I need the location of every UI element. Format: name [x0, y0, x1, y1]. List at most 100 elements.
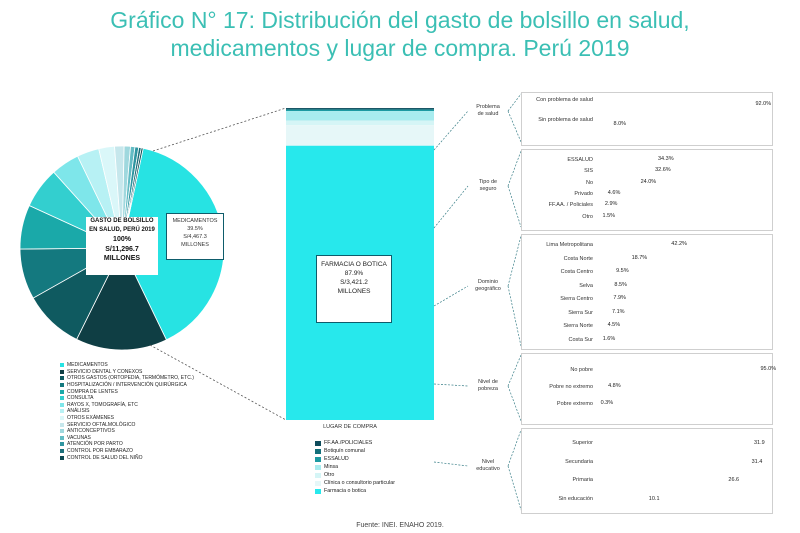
- bar-value-label: 26.6: [728, 477, 740, 483]
- bar-label: Pobre no extremo: [549, 384, 593, 390]
- chart-title-line-1: Gráfico N° 17: Distribución del gasto de…: [110, 7, 690, 33]
- pie-legend-item: VACUNAS: [60, 435, 194, 442]
- bar-value-label: 8.5%: [614, 281, 627, 288]
- panel-dominio-geografico: [521, 234, 773, 350]
- connector-bottom: [149, 344, 287, 421]
- bar-label: Superior: [572, 440, 593, 446]
- stack-legend-item: Minsa: [315, 463, 395, 471]
- pie-callout-line-2: 39.5%: [187, 226, 203, 232]
- legend-swatch: [315, 440, 321, 446]
- pie-legend-item: HOSPITALIZACIÓN / INTERVENCIÓN QUIRÚRGIC…: [60, 382, 194, 389]
- legend-swatch: [60, 442, 64, 447]
- bar-label: Costa Norte: [563, 255, 593, 262]
- legend-label: COMPRA DE LENTES: [67, 388, 118, 395]
- legend-swatch: [315, 456, 321, 462]
- pie-legend-item: OTROS EXÁMENES: [60, 415, 194, 422]
- pie-center-line-2: EN SALUD, PERÚ 2019: [89, 227, 155, 233]
- stack-label-line-2: 87.9%: [344, 270, 364, 277]
- bar-label: Privado: [574, 190, 593, 197]
- bar-label: Sierra Sur: [568, 309, 593, 316]
- bar-label: Pobre extremo: [556, 401, 593, 407]
- group-label-line-2: seguro: [479, 186, 497, 192]
- group-label-line-1: Dominio: [477, 279, 499, 285]
- group-label-line-2: educativo: [476, 466, 500, 472]
- legend-swatch: [60, 455, 64, 460]
- bar-label: Sierra Centro: [560, 296, 593, 302]
- legend-swatch: [315, 472, 321, 478]
- connector-panel-top-tipo-de-seguro: [507, 150, 522, 187]
- stack-label-line-4: MILLONES: [337, 288, 371, 295]
- stack-legend-item: FF.AA./POLICIALES: [315, 439, 395, 447]
- bar-label: Selva: [579, 282, 593, 289]
- bar-value-label: 9.5%: [616, 268, 629, 274]
- legend-label: Farmacia o botica: [324, 488, 367, 494]
- stack-legend: FF.AA./POLICIALES Botiquín comunal ESSALUD…: [315, 439, 395, 495]
- legend-swatch: [315, 488, 321, 494]
- pie-center-line-1: GASTO DE BOLSILLO: [90, 218, 154, 224]
- connector-panel-top-dominio-geografico: [507, 235, 522, 287]
- stack-segment-botiqu-n-comunal: [286, 108, 434, 110]
- pie-legend-item: RAYOS X, TOMOGRAFÍA, ETC: [60, 402, 194, 409]
- connector-top: [152, 107, 287, 152]
- group-label-line-2: pobreza: [478, 386, 498, 392]
- pie-legend-item: CONSULTA: [60, 395, 194, 402]
- legend-label: RAYOS X, TOMOGRAFÍA, ETC: [67, 401, 138, 408]
- pie-callout-medicamentos: MEDICAMENTOS 39.5% S/4,467.3 MILLONES: [166, 213, 224, 260]
- legend-label: SERVICIO OFTALMOLÓGICO: [67, 421, 136, 428]
- connector-stack-problema-de-salud: [433, 110, 469, 151]
- panel-tipo-de-seguro: [521, 149, 773, 231]
- bar-value-label: 95.0%: [760, 366, 777, 372]
- legend-swatch: [60, 389, 64, 394]
- group-label-nivel-educativo: Nivel educativo: [468, 459, 508, 473]
- legend-swatch: [60, 402, 64, 407]
- stack-segment-minsa: [286, 111, 434, 121]
- group-label-line-2: geográfico: [475, 286, 501, 292]
- group-label-line-1: Problema: [476, 104, 500, 110]
- panel-problema-de-salud: [521, 92, 773, 146]
- panel-nivel-de-pobreza: [521, 353, 773, 425]
- bar-label: Costa Sur: [568, 336, 593, 343]
- stack-legend-item: ESSALUD: [315, 455, 395, 463]
- group-label-problema-de-salud: Problema de salud: [468, 104, 508, 118]
- pie-legend-item: ANTICONCEPTIVOS: [60, 428, 194, 435]
- legend-label: Otro: [324, 472, 335, 478]
- legend-label: Minsa: [324, 464, 339, 470]
- legend-label: VACUNAS: [67, 434, 91, 441]
- bar-label: Sierra Norte: [563, 323, 593, 329]
- pie-callout-line-3: S/4,467.3: [183, 234, 207, 240]
- legend-label: CONTROL DE SALUD DEL NIÑO: [67, 454, 143, 461]
- legend-swatch: [60, 376, 64, 381]
- bar-label: Lima Metropolitana: [546, 242, 593, 248]
- bar-value-label: 8.0%: [613, 120, 627, 127]
- bar-value-label: 7.9%: [613, 295, 626, 301]
- legend-swatch: [315, 464, 321, 470]
- pie-legend-item: ATENCIÓN POR PARTO: [60, 441, 194, 448]
- pie-legend-item: MEDICAMENTOS: [60, 362, 194, 369]
- source-note: Fuente: INEI. ENAHO 2019.: [356, 522, 444, 529]
- legend-swatch: [60, 429, 64, 434]
- group-label-line-1: Nivel de: [478, 379, 498, 385]
- legend-swatch: [315, 480, 321, 486]
- bar-label: SIS: [584, 168, 593, 175]
- connector-panel-bottom-tipo-de-seguro: [507, 185, 522, 228]
- group-label-nivel-de-pobreza: Nivel de pobreza: [468, 379, 508, 393]
- legend-swatch: [315, 448, 321, 454]
- bar-value-label: 24.0%: [640, 178, 657, 185]
- bar-value-label: 4.6%: [607, 189, 621, 196]
- chart-title-line-2: medicamentos y lugar de compra. Perú 201…: [170, 35, 630, 61]
- stack-legend-item: Clínica o consultorio particular: [315, 479, 395, 487]
- bar-value-label: 1.6%: [602, 335, 616, 342]
- bar-label: Secundaria: [565, 458, 593, 465]
- legend-swatch: [60, 449, 64, 454]
- bar-label: No: [585, 179, 593, 186]
- legend-swatch: [60, 396, 64, 401]
- chart-title: Gráfico N° 17: Distribución del gasto de…: [0, 6, 800, 62]
- connector-stack-tipo-de-seguro: [433, 185, 469, 229]
- connector-panel-top-nivel-educativo: [507, 429, 522, 467]
- legend-label: OTROS GASTOS (ORTOPEDIA, TERMÓMETRO, ETC…: [67, 375, 194, 382]
- pie-legend-item: ANÁLISIS: [60, 408, 194, 415]
- bar-label: Sin problema de salud: [538, 117, 593, 123]
- legend-label: FF.AA./POLICIALES: [324, 440, 373, 446]
- legend-swatch: [60, 369, 64, 374]
- connector-stack-dominio-geografico: [433, 285, 469, 307]
